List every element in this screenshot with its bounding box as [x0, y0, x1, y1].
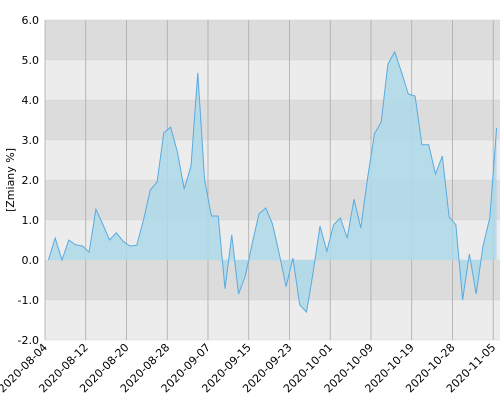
y-tick-label: 2.0	[22, 174, 40, 187]
band-stripe	[45, 20, 500, 60]
area	[48, 52, 497, 312]
y-tick-label: -1.0	[18, 294, 39, 307]
y-tick-label: -2.0	[18, 334, 39, 347]
y-tick-label: 5.0	[22, 54, 40, 67]
line	[47, 50, 498, 314]
y-tick-label: 0.0	[22, 254, 40, 267]
y-tick-label: 1.0	[22, 214, 40, 227]
band-stripe	[45, 60, 500, 100]
y-axis-title: [Zmiany %]	[4, 148, 17, 212]
band-stripe	[45, 300, 500, 340]
band-stripe	[45, 100, 500, 140]
y-tick-label: 3.0	[22, 134, 40, 147]
y-tick-label: 6.0	[22, 14, 40, 27]
y-tick-label: 4.0	[22, 94, 40, 107]
band-stripe	[45, 260, 500, 300]
